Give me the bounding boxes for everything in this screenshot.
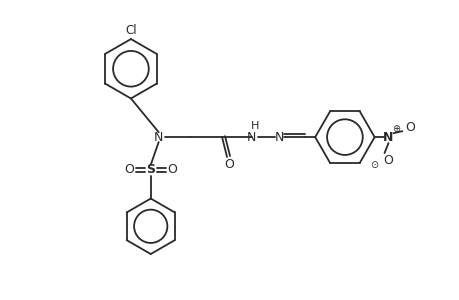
Text: H: H [250,121,258,131]
Text: Cl: Cl [125,24,136,37]
Text: N: N [246,130,256,144]
Text: N: N [382,130,393,144]
Text: O: O [404,121,414,134]
Text: ⊕: ⊕ [392,124,400,134]
Text: O: O [383,154,392,167]
Text: N: N [154,130,163,144]
Text: O: O [167,163,177,176]
Text: N: N [274,130,284,144]
Text: S: S [146,163,155,176]
Text: O: O [224,158,234,171]
Text: ⊙: ⊙ [370,160,378,170]
Text: O: O [124,163,134,176]
